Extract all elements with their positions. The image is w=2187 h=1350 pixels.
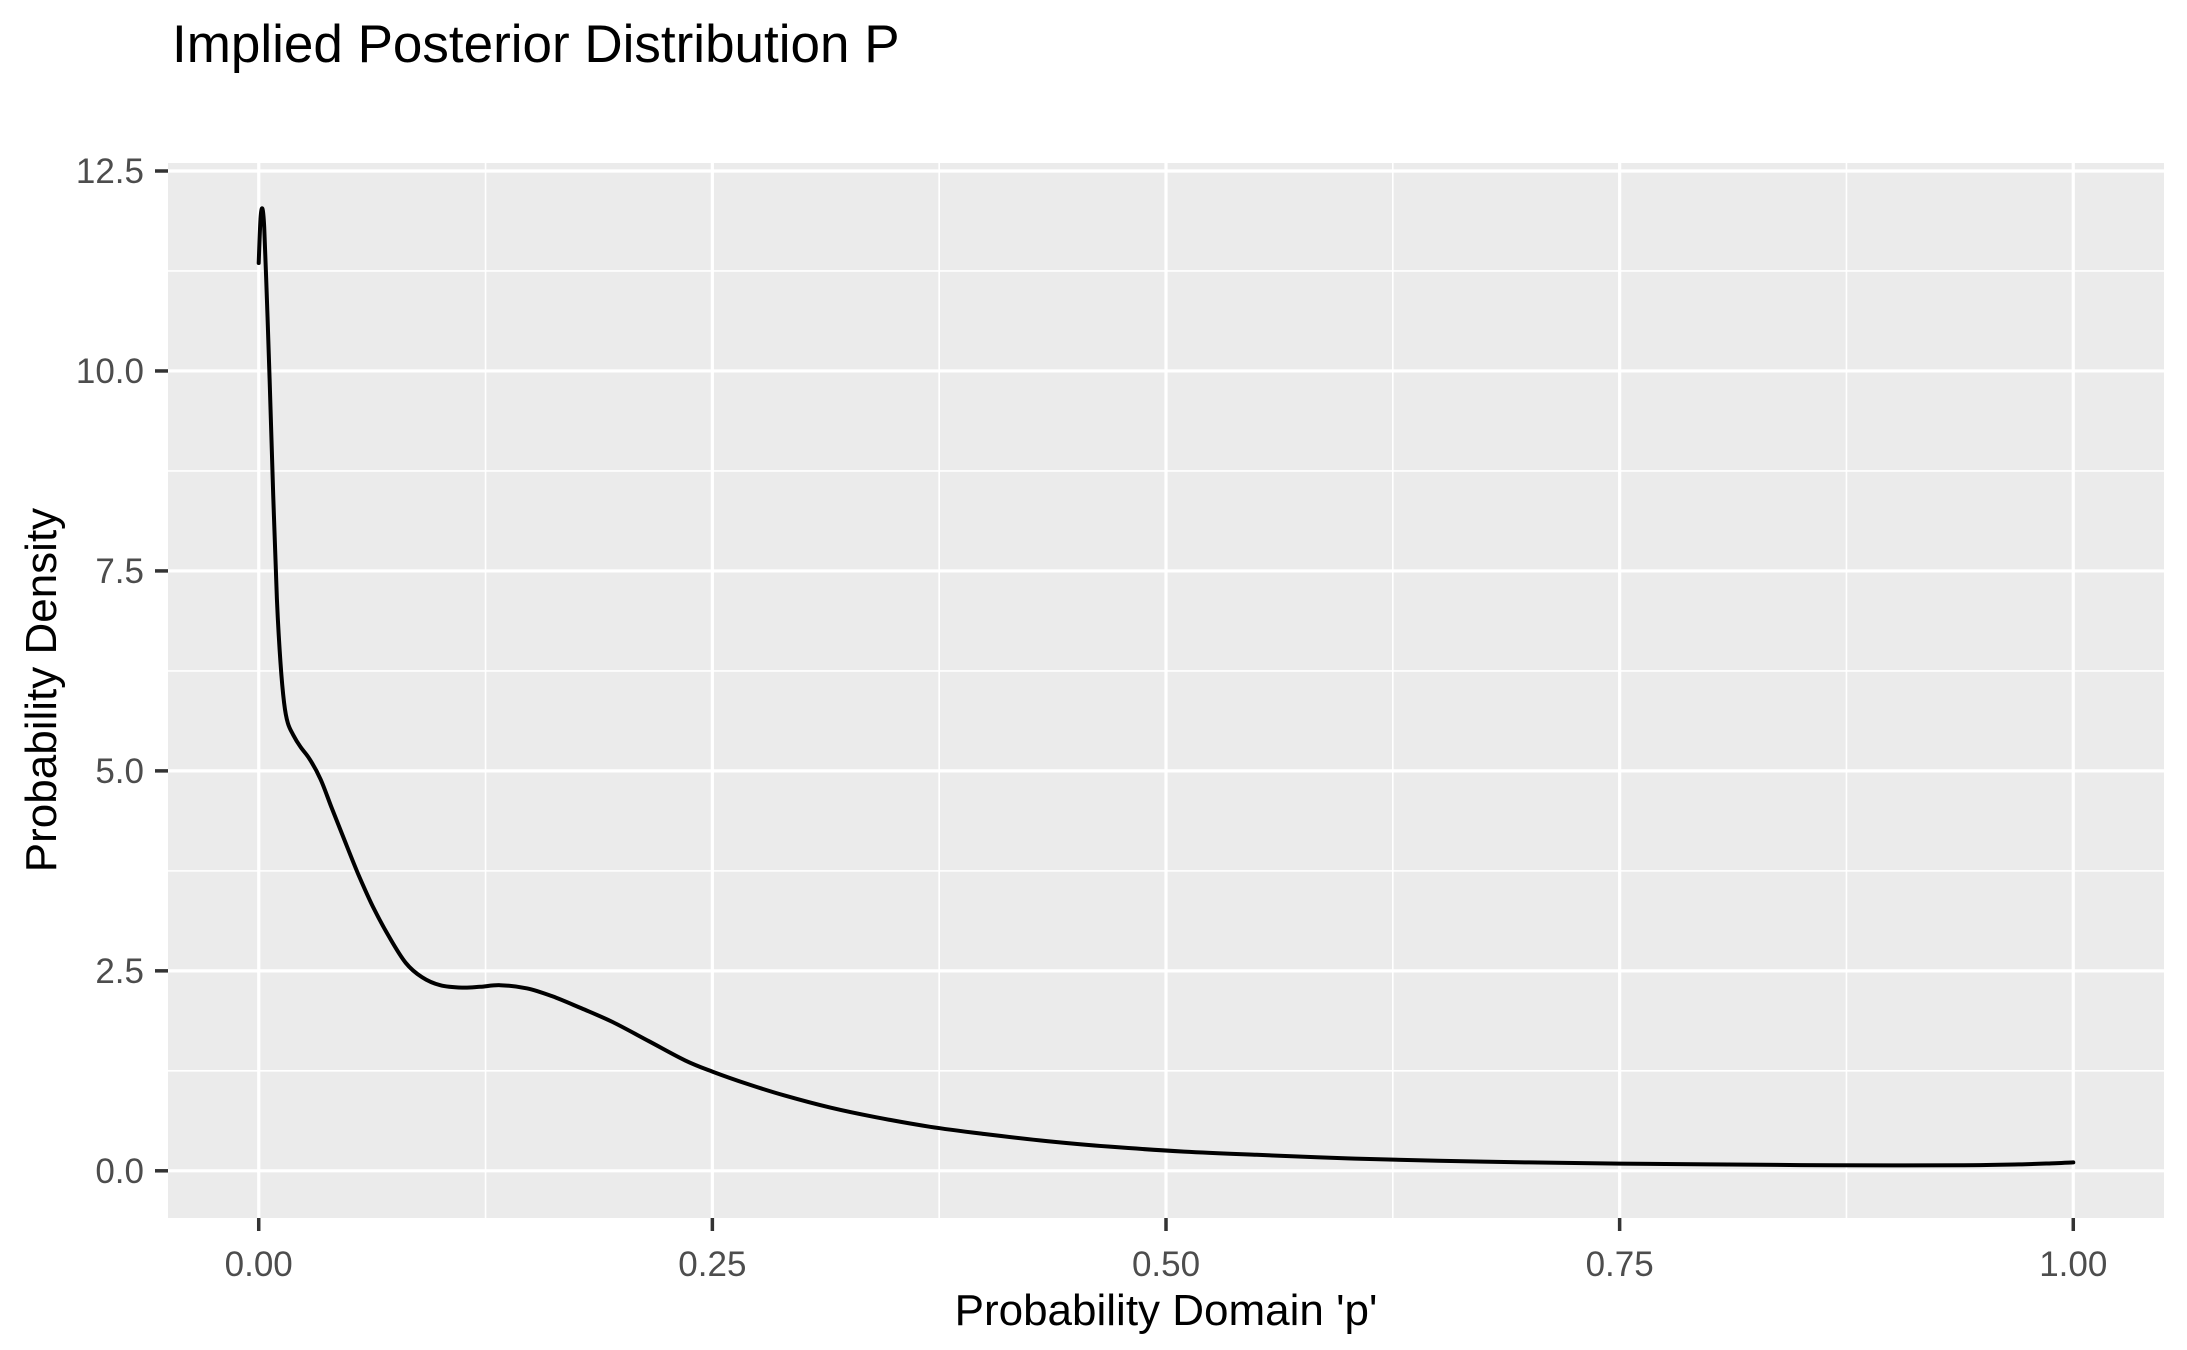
x-tick-label: 1.00 (2039, 1245, 2107, 1284)
density-curve (256, 206, 2076, 1168)
y-tick-label: 2.5 (95, 952, 144, 991)
y-tick-label: 0.0 (95, 1152, 144, 1191)
gridlines-major (168, 163, 2164, 1218)
x-tick-label: 0.75 (1586, 1245, 1654, 1284)
x-axis-title: Probability Domain 'p' (955, 1286, 1378, 1335)
x-tick-label: 0.00 (225, 1245, 293, 1284)
y-tick-label: 10.0 (76, 352, 144, 391)
y-tick-label: 5.0 (95, 752, 144, 791)
x-tick-label: 0.25 (678, 1245, 746, 1284)
y-tick-label: 7.5 (95, 552, 144, 591)
x-tick-label: 0.50 (1132, 1245, 1200, 1284)
axis-tick-labels: 0.00 0.25 0.50 0.75 1.00 0.0 2.5 5.0 7.5 10.0 12.5 (76, 152, 2107, 1284)
y-axis-title: Probability Density (17, 508, 66, 872)
y-tick-label: 12.5 (76, 152, 144, 191)
plot-title: Implied Posterior Distribution P (172, 15, 900, 74)
axis-tick-marks (155, 169, 2076, 1231)
